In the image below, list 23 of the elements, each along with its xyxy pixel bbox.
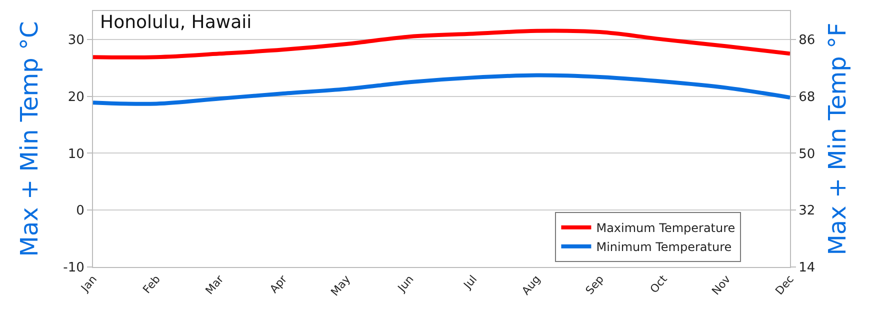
y2-axis-title: Max + Min Temp °F bbox=[823, 22, 852, 256]
x-tick-label: Jun bbox=[394, 272, 416, 296]
y-tick-label: 0 bbox=[76, 204, 84, 219]
chart-title: Honolulu, Hawaii bbox=[100, 12, 252, 34]
y-tick-label: 30 bbox=[68, 32, 84, 48]
y2-tick-label: 14 bbox=[798, 260, 816, 276]
line-series bbox=[93, 73, 790, 106]
x-tick-label: Jul bbox=[460, 272, 480, 292]
y2-tick-label: 68 bbox=[798, 90, 816, 105]
y2-tick-label: 50 bbox=[798, 146, 816, 162]
legend-label: Minimum Temperature bbox=[596, 240, 732, 254]
y2-tick-label: 86 bbox=[798, 32, 816, 48]
legend-label: Maximum Temperature bbox=[596, 221, 736, 236]
line-series bbox=[93, 28, 790, 60]
y2-tick-label: 32 bbox=[798, 204, 816, 219]
y-axis-title: Max + Min Temp °C bbox=[15, 21, 44, 257]
x-tick-label: Dec bbox=[772, 272, 797, 298]
y-tick-label: 20 bbox=[68, 90, 84, 105]
x-tick-label: Oct bbox=[648, 272, 670, 296]
x-tick-label: Sep bbox=[583, 272, 606, 298]
x-tick-label: Feb bbox=[140, 272, 163, 296]
x-tick-label: Apr bbox=[267, 272, 290, 296]
y-tick-label: 10 bbox=[68, 146, 84, 162]
